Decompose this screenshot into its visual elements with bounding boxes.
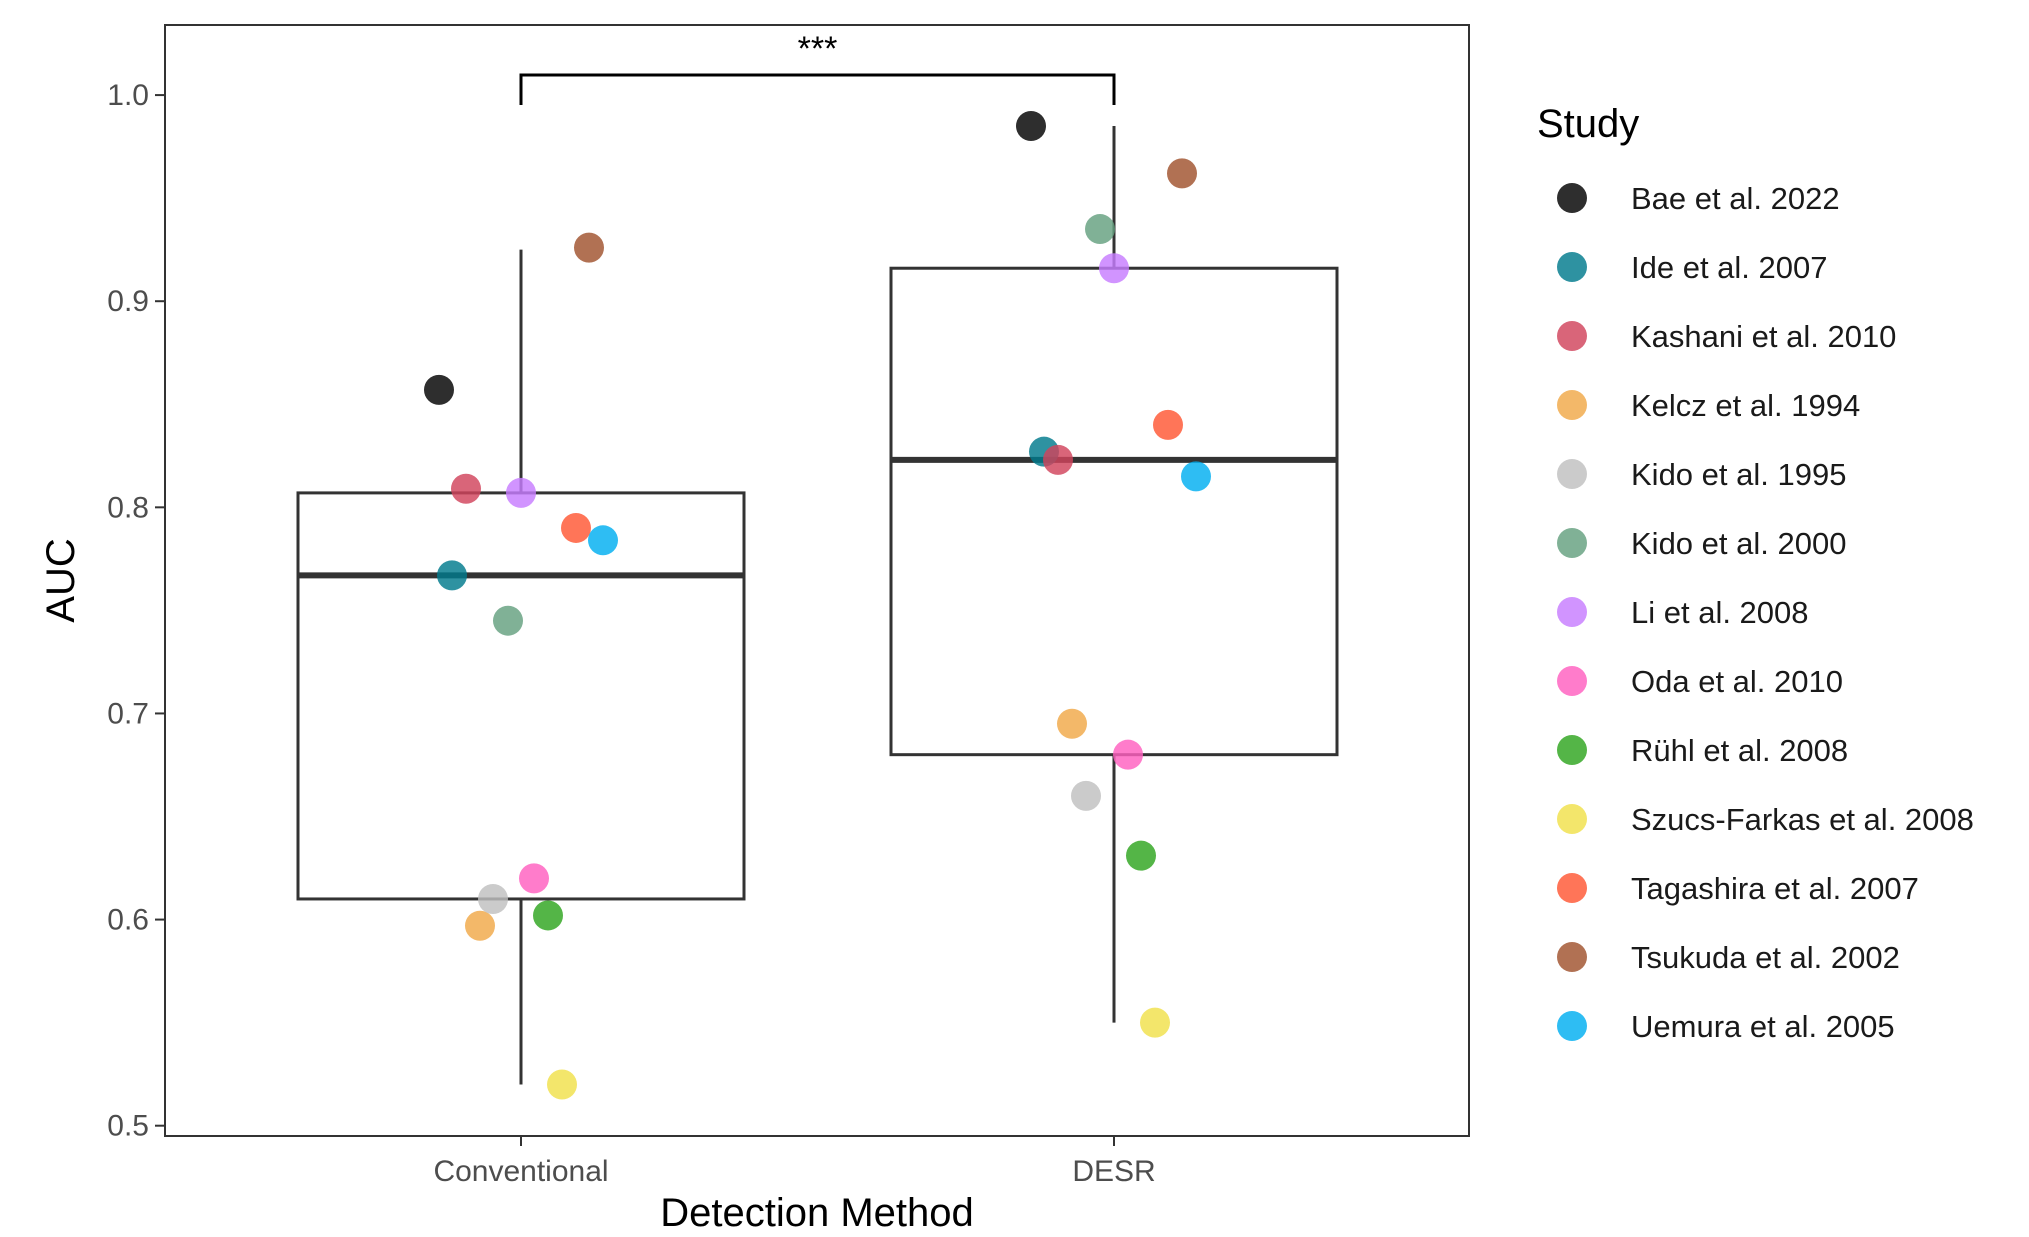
legend-label: Bae et al. 2022 (1631, 181, 1840, 216)
y-tick-label: 0.9 (107, 285, 149, 318)
data-point (519, 863, 549, 894)
data-point (1043, 444, 1073, 475)
legend-label: Uemura et al. 2005 (1631, 1009, 1895, 1044)
data-point (451, 473, 481, 504)
data-point (1057, 708, 1087, 739)
y-axis-title: AUC (39, 538, 83, 622)
legend-key (1557, 528, 1587, 558)
legend-key (1557, 735, 1587, 765)
y-tick-label: 0.6 (107, 904, 149, 937)
legend-key (1557, 390, 1587, 420)
legend-label: Rühl et al. 2008 (1631, 733, 1848, 768)
legend-label: Szucs-Farkas et al. 2008 (1631, 802, 1974, 837)
data-point (1113, 739, 1143, 770)
data-point (465, 910, 495, 941)
x-tick-label: DESR (1072, 1155, 1155, 1188)
x-tick-label: Conventional (433, 1155, 608, 1188)
data-point (533, 900, 563, 931)
data-point (1016, 111, 1046, 141)
legend-key (1557, 321, 1587, 351)
iqr-box (889, 266, 1339, 757)
data-point (1181, 461, 1211, 492)
data-point (1167, 158, 1197, 189)
legend-key (1557, 183, 1587, 213)
legend-label: Tagashira et al. 2007 (1631, 871, 1919, 906)
data-point (574, 232, 604, 263)
y-tick-label: 1.0 (107, 79, 149, 112)
legend-label: Kido et al. 2000 (1631, 526, 1846, 561)
legend-label: Kelcz et al. 1994 (1631, 388, 1860, 423)
data-point (1099, 253, 1129, 284)
legend-key (1557, 597, 1587, 627)
data-point (547, 1069, 577, 1100)
legend-label: Kashani et al. 2010 (1631, 319, 1896, 354)
data-point (1126, 840, 1156, 871)
iqr-box (296, 491, 746, 901)
data-point (437, 560, 467, 591)
legend-key (1557, 1011, 1587, 1041)
data-point (1085, 214, 1115, 245)
x-axis-title: Detection Method (660, 1191, 974, 1232)
data-point (424, 374, 454, 405)
data-point (1071, 780, 1101, 811)
plot-panel-border (164, 24, 1470, 1137)
data-point (1153, 409, 1183, 440)
legend-label: Kido et al. 1995 (1631, 457, 1846, 492)
significance-bracket (519, 73, 1116, 105)
y-tick-label: 0.7 (107, 697, 149, 730)
legend-label: Tsukuda et al. 2002 (1631, 940, 1900, 975)
legend-label: Li et al. 2008 (1631, 595, 1809, 630)
legend-label: Oda et al. 2010 (1631, 664, 1843, 699)
data-point (588, 525, 618, 556)
data-point (493, 605, 523, 636)
legend-key (1557, 666, 1587, 696)
y-tick-label: 0.5 (107, 1110, 149, 1143)
legend-key (1557, 942, 1587, 972)
legend-key (1557, 804, 1587, 834)
legend-key (1557, 459, 1587, 489)
data-point (561, 512, 591, 543)
significance-label: *** (798, 30, 838, 68)
y-tick-label: 0.8 (107, 491, 149, 524)
legend-key (1557, 252, 1587, 282)
legend-key (1557, 873, 1587, 903)
legend-title: Study (1537, 102, 1639, 146)
data-point (478, 883, 508, 914)
data-point (506, 477, 536, 508)
data-point (1140, 1007, 1170, 1038)
legend-label: Ide et al. 2007 (1631, 250, 1828, 285)
